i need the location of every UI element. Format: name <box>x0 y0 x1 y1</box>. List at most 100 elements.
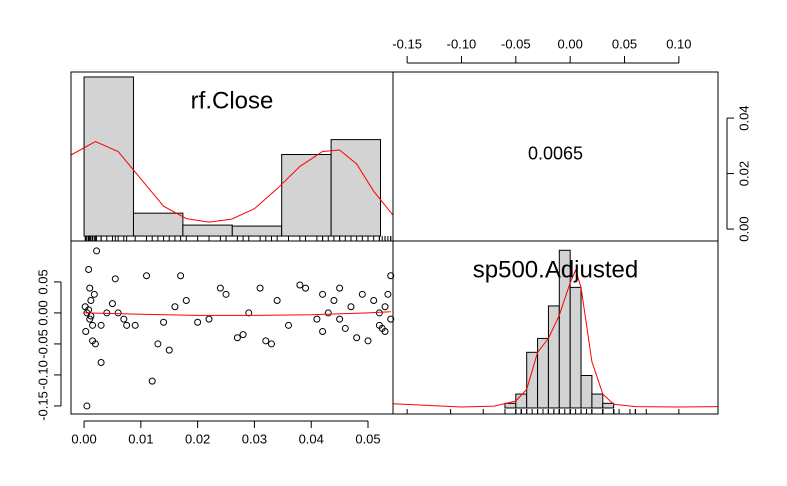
bar <box>537 337 549 409</box>
y-tick-label: 0.00 <box>35 300 50 325</box>
point <box>177 272 185 280</box>
bar <box>547 305 560 409</box>
point <box>93 247 101 255</box>
point <box>160 318 168 326</box>
point <box>114 309 122 317</box>
point <box>148 377 156 385</box>
point <box>123 321 131 329</box>
bar <box>182 224 233 237</box>
x-tick-label: -0.15 <box>392 36 422 51</box>
point <box>83 402 91 410</box>
point <box>182 297 190 305</box>
y-tick-label: -0.05 <box>35 329 50 359</box>
point <box>285 321 293 329</box>
bar <box>83 76 134 237</box>
point <box>353 334 361 342</box>
point <box>143 272 151 280</box>
point <box>336 315 344 323</box>
point <box>313 315 321 323</box>
point <box>319 290 327 298</box>
y-tick-label: 0.04 <box>736 105 751 130</box>
point <box>111 275 119 283</box>
x-tick-label: 0.03 <box>242 431 267 446</box>
point <box>302 284 310 292</box>
smooth-line <box>84 311 391 316</box>
point <box>381 303 389 311</box>
bar <box>504 402 517 409</box>
bar <box>591 393 604 409</box>
point <box>131 321 139 329</box>
point <box>324 309 332 317</box>
y-tick-label: 0.05 <box>35 269 50 294</box>
point <box>165 346 173 354</box>
x-tick-label: -0.10 <box>447 36 477 51</box>
bar <box>526 351 539 409</box>
point <box>205 315 213 323</box>
point <box>296 281 304 289</box>
point <box>378 324 386 332</box>
bar <box>569 286 582 409</box>
point <box>216 284 224 292</box>
x-tick-label: 0.05 <box>612 36 637 51</box>
bar <box>281 154 332 237</box>
point <box>341 324 349 332</box>
point <box>387 315 395 323</box>
point <box>239 331 247 339</box>
point <box>97 359 105 367</box>
point <box>82 328 90 336</box>
point <box>336 284 344 292</box>
point <box>370 297 378 305</box>
point <box>245 309 253 317</box>
point <box>262 337 270 345</box>
x-tick-label: 0.00 <box>558 36 583 51</box>
x-tick-label: 0.04 <box>299 431 324 446</box>
point <box>108 300 116 308</box>
point <box>154 340 162 348</box>
point <box>319 328 327 336</box>
point <box>89 337 97 345</box>
point <box>330 297 338 305</box>
x-tick-label: -0.05 <box>501 36 531 51</box>
correlation-value: 0.0065 <box>528 143 583 163</box>
density-line <box>70 141 394 223</box>
point <box>86 315 94 323</box>
point <box>222 290 230 298</box>
y-tick-label: 0.00 <box>736 216 751 241</box>
y-tick-label: -0.15 <box>35 391 50 421</box>
point <box>384 290 392 298</box>
bar <box>330 139 382 237</box>
x-tick-label: 0.02 <box>185 431 210 446</box>
point <box>358 290 366 298</box>
point <box>97 321 105 329</box>
x-tick-label: 0.10 <box>666 36 691 51</box>
point <box>87 297 95 305</box>
bar <box>515 393 528 409</box>
point <box>86 284 94 292</box>
y-tick-label: 0.02 <box>736 161 751 186</box>
point <box>267 340 275 348</box>
point <box>233 334 241 342</box>
point <box>256 284 264 292</box>
x-tick-label: 0.01 <box>128 431 153 446</box>
point <box>273 297 281 305</box>
point <box>85 266 93 274</box>
x-tick-label: 0.00 <box>71 431 96 446</box>
point <box>194 318 202 326</box>
density-line <box>392 268 719 408</box>
panel-title: rf.Close <box>191 87 274 114</box>
y-tick-label: -0.10 <box>35 360 50 390</box>
point <box>387 272 395 280</box>
bar <box>580 375 593 409</box>
x-tick-label: 0.05 <box>355 431 380 446</box>
bar <box>132 212 184 237</box>
bar <box>231 225 283 237</box>
point <box>120 315 128 323</box>
point <box>364 337 372 345</box>
point <box>347 303 355 311</box>
point <box>171 303 179 311</box>
bar <box>602 402 615 409</box>
point <box>89 321 97 329</box>
point <box>90 290 98 298</box>
